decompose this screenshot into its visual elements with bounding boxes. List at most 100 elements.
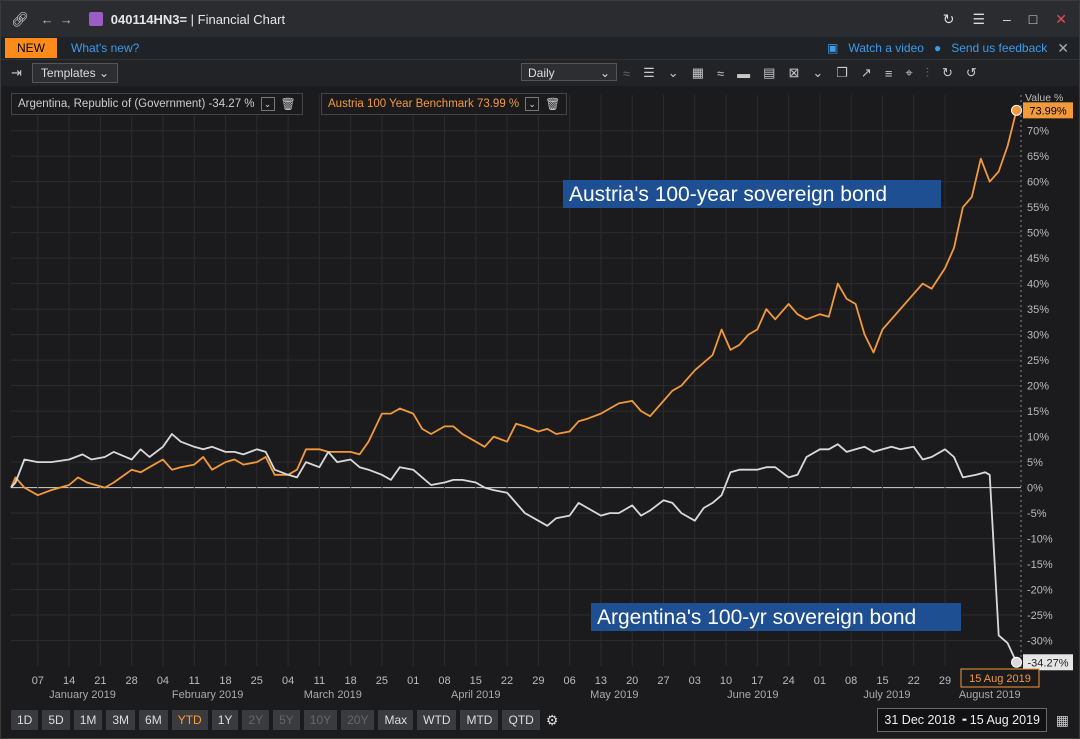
x-tick-label: 28 bbox=[126, 675, 138, 687]
x-month-label: May 2019 bbox=[590, 689, 638, 701]
x-tick-label: 06 bbox=[564, 675, 576, 687]
range-button-1d[interactable]: 1D bbox=[11, 710, 39, 730]
x-tick-label: 04 bbox=[282, 675, 294, 687]
range-button-5d[interactable]: 5D bbox=[42, 710, 70, 730]
interval-select[interactable]: Daily ⌄ bbox=[521, 63, 617, 81]
x-month-label: August 2019 bbox=[959, 689, 1021, 701]
close-icon[interactable]: ✕ bbox=[1055, 10, 1067, 27]
refresh-icon[interactable]: ↻ bbox=[942, 10, 955, 27]
reset-icon[interactable]: ↺ bbox=[965, 65, 977, 80]
legend-argentina-label: Argentina, Republic of (Government) -34.… bbox=[18, 98, 255, 110]
range-button-qtd[interactable]: QTD bbox=[502, 710, 540, 730]
legend-austria-dropdown-icon[interactable]: ⌄ bbox=[525, 97, 540, 111]
maximize-icon[interactable]: □ bbox=[1028, 11, 1038, 27]
dropdown-icon[interactable]: ⌄ bbox=[812, 65, 824, 80]
y-tick-label: -25% bbox=[1027, 610, 1053, 622]
austria-annotation: Austria's 100-year sovereign bond bbox=[569, 183, 887, 206]
split-icon[interactable]: ⫶ bbox=[925, 65, 929, 80]
range-button-mtd[interactable]: MTD bbox=[460, 710, 499, 730]
gear-icon[interactable]: ⚙ bbox=[545, 711, 559, 728]
x-tick-label: 15 bbox=[876, 675, 888, 687]
notice-bar: NEW What's new? ▣ Watch a video ● Send u… bbox=[1, 37, 1079, 60]
y-tick-label: -10% bbox=[1027, 534, 1053, 546]
trash-icon[interactable]: 🗑︎ bbox=[545, 97, 561, 111]
back-forward-icon[interactable]: ←→ bbox=[40, 11, 79, 27]
window-controls: ↻ ☰ – □ ✕ bbox=[943, 1, 1067, 37]
cursor-date-label: 15 Aug 2019 bbox=[969, 673, 1031, 685]
y-tick-label: 50% bbox=[1027, 228, 1049, 240]
chevron-icon[interactable]: ⌄ bbox=[667, 65, 679, 80]
analytics-icon[interactable]: ↗ bbox=[860, 65, 872, 80]
feedback-link[interactable]: Send us feedback bbox=[951, 41, 1048, 55]
minimize-icon[interactable]: – bbox=[1003, 11, 1011, 27]
y-tick-label: -5% bbox=[1027, 508, 1047, 520]
y-tick-label: 15% bbox=[1027, 406, 1049, 418]
video-icon: ▣ bbox=[827, 41, 839, 55]
wave-icon[interactable]: ≈ bbox=[717, 65, 725, 81]
y-tick-label: 45% bbox=[1027, 253, 1049, 265]
date-range-field[interactable]: 31 Dec 2018 ╺ 15 Aug 2019 bbox=[877, 708, 1047, 732]
save-icon[interactable]: ▤ bbox=[763, 65, 776, 80]
x-tick-label: 11 bbox=[314, 675, 325, 687]
cursor-date-box bbox=[960, 668, 1040, 688]
range-button-6m[interactable]: 6M bbox=[139, 710, 168, 730]
legend-austria[interactable]: Austria 100 Year Benchmark 73.99 % ⌄ 🗑︎ bbox=[321, 93, 568, 115]
y-tick-label: 70% bbox=[1027, 126, 1049, 138]
menu-icon[interactable]: ☰ bbox=[972, 10, 985, 27]
x-tick-label: 14 bbox=[63, 675, 75, 687]
x-tick-label: 22 bbox=[501, 675, 513, 687]
range-button-wtd[interactable]: WTD bbox=[417, 710, 457, 730]
dismiss-notice-icon[interactable]: ✕ bbox=[1057, 39, 1069, 56]
expand-panel-icon[interactable]: ⇥ bbox=[11, 65, 22, 80]
app-logo-icon bbox=[88, 12, 103, 26]
settings-list-icon[interactable]: ≡ bbox=[884, 65, 893, 81]
legend-argentina-dropdown-icon[interactable]: ⌄ bbox=[260, 97, 275, 111]
watch-video-link[interactable]: Watch a video bbox=[848, 41, 924, 55]
chevron-down-icon: ⌄ bbox=[599, 66, 610, 80]
y-tick-label: -15% bbox=[1027, 559, 1053, 571]
last-value-tag bbox=[1023, 654, 1073, 671]
x-tick-label: 01 bbox=[407, 675, 419, 687]
series-line-austria bbox=[10, 110, 1018, 497]
templates-dropdown[interactable]: Templates ⌄ bbox=[31, 63, 118, 83]
range-button-max[interactable]: Max bbox=[378, 710, 414, 730]
x-tick-label: 13 bbox=[595, 675, 607, 687]
templates-label: Templates bbox=[40, 66, 96, 80]
x-tick-label: 29 bbox=[939, 675, 951, 687]
x-tick-label: 29 bbox=[532, 675, 544, 687]
grid-icon[interactable]: ▦ bbox=[691, 65, 704, 80]
range-bar: 1D 5D 1M 3M 6M YTD 1Y 2Y 5Y 10Y 20Y Max WTD MTD QTD ⚙ … bbox=[1, 704, 1079, 736]
reload-icon[interactable]: ↻ bbox=[941, 65, 953, 80]
x-tick-label: 10 bbox=[720, 675, 732, 687]
y-tick-label: 30% bbox=[1027, 330, 1049, 342]
y-tick-label: 0% bbox=[1027, 483, 1043, 495]
x-tick-label: 01 bbox=[814, 675, 826, 687]
series-endpoint bbox=[1011, 656, 1023, 668]
list-icon[interactable]: ☰ bbox=[643, 65, 655, 80]
range-button-3m[interactable]: 3M bbox=[106, 710, 136, 730]
whats-new-link[interactable]: What's new? bbox=[71, 41, 140, 55]
range-button-1y[interactable]: 1Y bbox=[211, 710, 239, 730]
value-axis-title: Value % bbox=[1025, 92, 1063, 104]
folder-icon[interactable]: ▬ bbox=[737, 65, 751, 81]
legend-argentina[interactable]: Argentina, Republic of (Government) -34.… bbox=[11, 93, 303, 115]
copy-icon[interactable]: ❐ bbox=[836, 65, 848, 80]
trash-icon[interactable]: 🗑︎ bbox=[280, 97, 296, 111]
range-button-1m[interactable]: 1M bbox=[73, 710, 103, 730]
crosshair-icon[interactable]: ⌖ bbox=[905, 65, 913, 80]
calendar-icon[interactable]: ▦ bbox=[1055, 712, 1069, 728]
financial-chart[interactable]: -30% -25% -20% -15% -10% -5% 0% 5% 10% 15% 20% 25% 3… bbox=[7, 87, 1077, 701]
y-tick-label: 25% bbox=[1027, 355, 1049, 367]
y-tick-label: 5% bbox=[1027, 457, 1043, 469]
y-tick-label: 40% bbox=[1027, 279, 1049, 291]
range-button-5y: 5Y bbox=[273, 710, 300, 730]
excel-icon[interactable]: ⊠ bbox=[788, 65, 800, 80]
x-tick-label: 15 bbox=[470, 675, 482, 687]
x-tick-label: 11 bbox=[189, 675, 200, 687]
chart-type-icon[interactable]: ≈ bbox=[623, 65, 631, 81]
link-icon[interactable]: 🔗︎ bbox=[11, 10, 29, 27]
range-button-ytd[interactable]: YTD bbox=[171, 710, 208, 730]
x-tick-label: 18 bbox=[345, 675, 357, 687]
argentina-annotation: Argentina's 100-yr sovereign bond bbox=[597, 606, 916, 629]
